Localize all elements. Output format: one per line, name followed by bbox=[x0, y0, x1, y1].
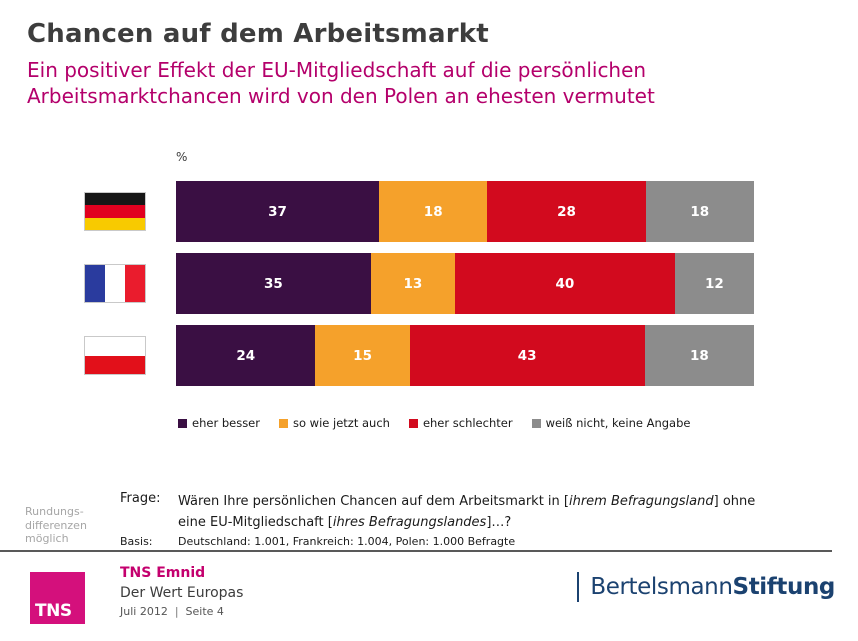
tns-logo-text: TNS bbox=[35, 601, 72, 621]
bertelsmann-stiftung-logo: BertelsmannStiftung bbox=[577, 572, 835, 602]
bar-segment: 43 bbox=[409, 325, 645, 386]
legend-item: eher besser bbox=[178, 416, 260, 430]
brand-name: TNS Emnid bbox=[120, 565, 206, 581]
bar-segment: 18 bbox=[379, 181, 488, 242]
bar-value-label: 43 bbox=[517, 347, 537, 364]
logo-vertical-bar-icon bbox=[577, 572, 580, 602]
bar-segment: 40 bbox=[454, 253, 675, 314]
legend-label: so wie jetzt auch bbox=[292, 416, 390, 430]
flag-stripe bbox=[85, 193, 145, 206]
bar-segment: 28 bbox=[487, 181, 646, 242]
bar-value-label: 18 bbox=[690, 203, 710, 220]
bar-value-label: 18 bbox=[423, 203, 443, 220]
bar-segment: 18 bbox=[645, 181, 754, 242]
legend-swatch bbox=[178, 418, 187, 428]
germany-flag bbox=[84, 192, 146, 231]
stacked-bar-france: 35 13 40 12 bbox=[176, 253, 754, 314]
bar-value-label: 18 bbox=[689, 347, 709, 364]
legend-label: weiß nicht, keine Angabe bbox=[545, 416, 691, 430]
axis-unit-label: % bbox=[176, 150, 188, 164]
legend-swatch bbox=[278, 418, 288, 428]
question-label: Frage: bbox=[120, 491, 161, 506]
rounding-note: Rundungs- differenzen möglich bbox=[25, 505, 87, 545]
legend-label: eher schlechter bbox=[422, 416, 513, 430]
flag-stripe bbox=[85, 217, 145, 230]
stacked-bar-poland: 24 15 43 18 bbox=[176, 325, 754, 386]
bar-segment: 37 bbox=[176, 181, 379, 242]
basis-text: Deutschland: 1.001, Frankreich: 1.004, P… bbox=[178, 535, 516, 548]
question-text: Wären Ihre persönlichen Chancen auf dem … bbox=[178, 491, 838, 533]
bar-value-label: 37 bbox=[268, 203, 287, 220]
flag-stripe bbox=[85, 355, 145, 374]
bar-value-label: 40 bbox=[555, 275, 575, 292]
flag-stripe bbox=[85, 205, 145, 218]
poland-flag bbox=[84, 336, 146, 375]
bar-value-label: 35 bbox=[263, 275, 283, 292]
date-page-line: Juli 2012 | Seite 4 bbox=[120, 605, 224, 618]
bar-value-label: 12 bbox=[705, 275, 724, 292]
question-italic: ihres Befragungslandes bbox=[332, 515, 487, 530]
partner-name-regular: Bertelsmann bbox=[590, 574, 733, 600]
bar-segment: 15 bbox=[315, 325, 410, 386]
legend-label: eher besser bbox=[192, 416, 260, 430]
project-title: Der Wert Europas bbox=[120, 585, 244, 601]
question-part: ] ohne eine EU-Mitgliedschaft [ bbox=[178, 494, 756, 530]
date-label: Juli 2012 bbox=[120, 605, 168, 618]
tns-logo: TNS bbox=[30, 572, 85, 624]
footer-divider bbox=[0, 550, 832, 552]
bar-segment: 24 bbox=[176, 325, 316, 386]
bar-segment: 12 bbox=[674, 253, 754, 314]
question-italic: ihrem Befragungsland bbox=[568, 494, 714, 509]
basis-label: Basis: bbox=[120, 535, 153, 548]
bar-segment: 13 bbox=[370, 253, 455, 314]
flag-stripe bbox=[125, 265, 145, 302]
pipe-separator: | bbox=[174, 605, 179, 618]
page-title: Chancen auf dem Arbeitsmarkt bbox=[27, 19, 489, 49]
question-part: Wären Ihre persönlichen Chancen auf dem … bbox=[178, 494, 569, 509]
legend-swatch bbox=[531, 418, 541, 428]
page-number: Seite 4 bbox=[185, 605, 224, 618]
legend-item: so wie jetzt auch bbox=[278, 416, 390, 430]
flag-stripe bbox=[85, 265, 105, 302]
france-flag bbox=[84, 264, 146, 303]
partner-name-bold: Stiftung bbox=[732, 574, 836, 600]
legend-swatch bbox=[408, 418, 418, 428]
partner-name: BertelsmannStiftung bbox=[590, 574, 835, 600]
bar-value-label: 28 bbox=[557, 203, 576, 220]
bar-value-label: 13 bbox=[403, 275, 423, 292]
legend-item: eher schlechter bbox=[408, 416, 513, 430]
bar-value-label: 15 bbox=[353, 347, 372, 364]
bar-segment: 18 bbox=[644, 325, 754, 386]
flag-stripe bbox=[85, 337, 145, 356]
stacked-bar-germany: 37 18 28 18 bbox=[176, 181, 754, 242]
legend-item: weiß nicht, keine Angabe bbox=[531, 416, 691, 430]
legend: eher besser so wie jetzt auch eher schlech… bbox=[178, 416, 690, 430]
flag-stripe bbox=[105, 265, 125, 302]
question-part: ]…? bbox=[486, 515, 512, 530]
bar-value-label: 24 bbox=[236, 347, 256, 364]
bar-segment: 35 bbox=[176, 253, 371, 314]
page-subtitle: Ein positiver Effekt der EU-Mitgliedscha… bbox=[27, 58, 655, 108]
